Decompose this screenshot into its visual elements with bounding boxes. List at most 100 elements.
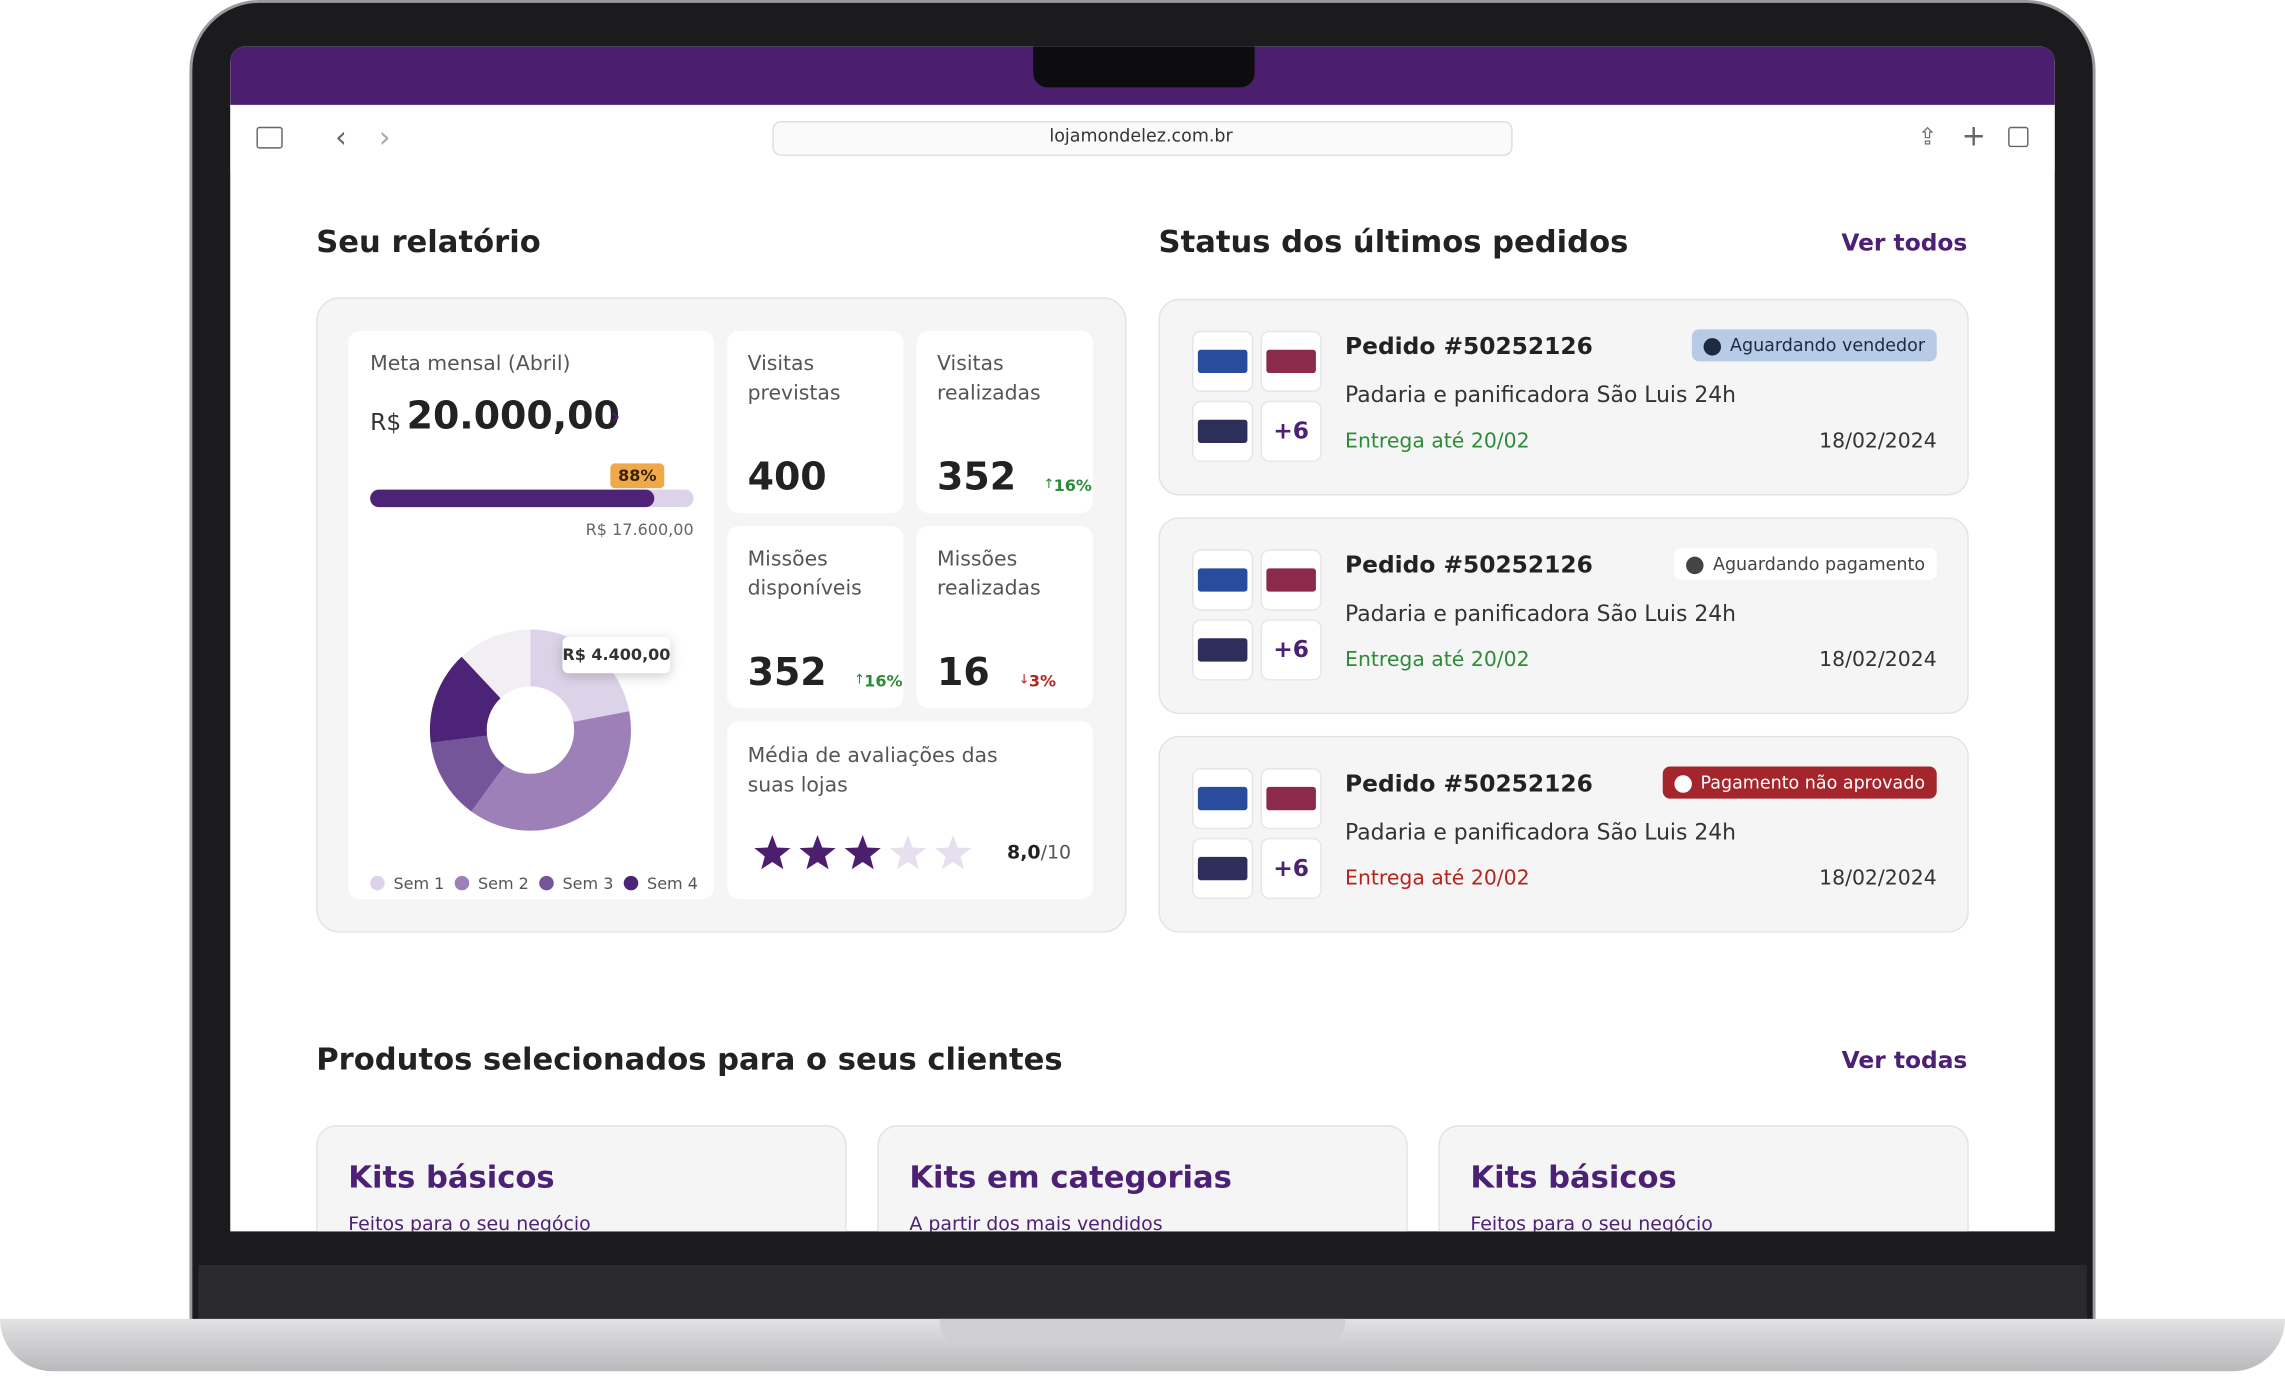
product-thumb [1260,619,1322,681]
stat-change: 3% [1028,671,1057,691]
donut-slice [530,629,630,722]
donut-slice [429,656,501,743]
share-button[interactable]: ⇪ [1917,122,1938,151]
goal-arrow[interactable]: › [610,402,621,430]
legend-label: Sem 2 [478,874,529,892]
product-card[interactable] [877,1125,1408,1232]
rating-card [727,721,1093,900]
rating-max: /10 [1040,842,1072,865]
orders-link[interactable]: Ver todos [1841,228,1968,257]
products-link[interactable]: Ver todas [1841,1046,1968,1075]
stat-trend: ↑ [1043,477,1055,493]
stat-trend: ↓ [1018,673,1030,688]
back-button[interactable]: ‹ [335,119,347,155]
legend-dot [454,875,470,891]
legend-dot [370,875,385,891]
stat-card [916,330,1093,513]
donut-tooltip: R$ 4.400,00 [562,645,670,664]
product-card[interactable] [316,1125,847,1232]
product-title: Kits básicos [1470,1159,1677,1195]
url: lojamondelez.com.br [1049,125,1233,146]
laptop-hinge [198,1264,2087,1321]
product-image [1197,568,1248,592]
products-title: Produtos selecionados para o seus client… [316,1041,1063,1077]
donut-slice [430,735,505,812]
product-image [1266,786,1316,811]
product-subtitle: A partir dos mais vendidos [909,1213,1163,1232]
stat-value: 352 [937,456,1017,500]
status-icon [1686,556,1704,575]
rating-score: 8,0/10 [988,842,1071,864]
product-thumb [1260,837,1322,900]
new-tab-button[interactable]: + [1961,118,1986,154]
order-date: 18/02/2024 [1819,648,1937,672]
stat-change: 16% [1053,476,1092,496]
laptop-notch [939,1318,1346,1346]
achieved: R$ 17.600,00 [585,520,694,540]
donut-tooltip-box [562,636,671,674]
product-thumb [1260,400,1322,462]
sidebar-icon[interactable] [256,126,283,149]
order-delivery: Entrega até 20/02 [1345,429,1530,454]
orders-title: Status dos últimos pedidos [1158,224,1629,260]
order-title: Pedido #50252126 [1345,769,1593,798]
donut-chart: R$ 4.400,00 Sem 1 Sem 2 Sem 3 Sem 4 [370,629,698,892]
order-status: Pagamento não aprovado [1662,766,1937,799]
stat-value: 352 [747,651,827,696]
stat-label: Missões realizadas [937,547,1041,601]
legend-dot [623,875,639,891]
order-title: Pedido #50252126 [1345,550,1593,579]
stat-card [727,526,904,709]
legend-label: Sem 3 [563,874,614,892]
order-delivery: Entrega até 20/02 [1345,648,1530,672]
order-date: 18/02/2024 [1819,429,1937,454]
legend-label: Sem 1 [393,874,444,892]
order-status: Aguardando vendedor [1692,329,1937,362]
order-delivery: Entrega até 20/02 [1345,867,1530,891]
stat-trend: ↑ [853,673,865,688]
status-icon [1674,775,1692,793]
product-title: Kits básicos [348,1159,555,1195]
status-icon [1703,338,1722,356]
stat-change: 16% [864,671,903,691]
order-more: +6 [1273,416,1310,445]
stat-card [916,526,1093,709]
forward-button[interactable]: › [378,119,391,155]
order-more: +6 [1273,853,1310,882]
star [844,835,881,870]
currency: R$ [370,408,402,436]
product-subtitle: Feitos para o seu negócio [1470,1213,1713,1232]
product-image [1197,638,1248,662]
stat-label: Missões disponíveis [747,547,862,601]
rating-value: 8,0 [1007,842,1041,865]
product-image [1197,786,1248,811]
product-subtitle: Feitos para o seu negócio [348,1213,591,1232]
product-image [1197,856,1248,881]
stat-value: 16 [937,651,990,696]
legend-label: Sem 4 [647,874,698,892]
product-card[interactable] [1438,1125,1969,1232]
rating-stars [754,835,972,870]
progress-fill [370,489,655,508]
stat-card [727,330,904,513]
product-image [1266,349,1316,374]
star [934,835,972,870]
goal-title: Meta mensal (Abril) [370,352,571,376]
address-bar[interactable] [772,120,1513,156]
product-image [1197,349,1248,374]
order-store: Padaria e panificadora São Luis 24h [1345,381,1737,409]
order-title: Pedido #50252126 [1345,332,1593,360]
product-image [1197,419,1248,444]
rating-label: Média de avaliações das suas lojas [747,744,998,798]
screen: ‹ › lojamondelez.com.br ⇪ + Seu relatóri… [230,46,2055,1232]
tabs-button[interactable] [2008,126,2029,148]
order-date: 18/02/2024 [1819,867,1937,891]
stat-label: Visitas previstas [747,352,841,406]
order-status: Aguardando pagamento [1675,547,1937,580]
order-more: +6 [1273,635,1310,664]
product-image [1266,568,1316,592]
donut-slice [471,711,631,831]
star [889,835,926,870]
